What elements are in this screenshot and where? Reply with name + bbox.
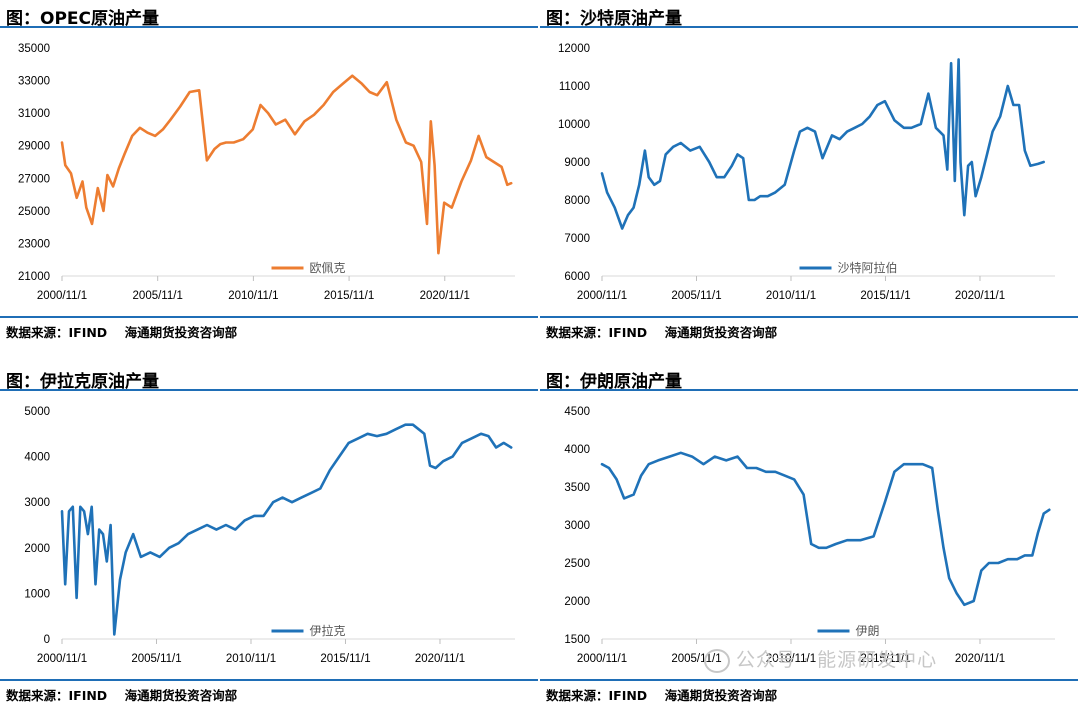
line-chart-opec: 21000 23000 25000 27000 29000 31000 33000 35000…: [18, 43, 515, 302]
y-tick-label: 21000: [18, 271, 50, 283]
wechat-icon: [704, 648, 730, 673]
y-tick-label: 9000: [564, 157, 590, 169]
y-tick-label: 29000: [18, 141, 50, 153]
x-tick-label: 2005/11/1: [671, 290, 721, 302]
y-tick-label: 2500: [564, 558, 590, 570]
x-tick-label: 2010/11/1: [766, 653, 816, 665]
chart-title: 图：伊朗原油产量: [546, 372, 682, 392]
y-tick-label: 33000: [18, 76, 50, 88]
watermark: 公众号 · 能源研发中心: [704, 645, 937, 673]
y-tick-label: 2000: [564, 596, 590, 608]
y-tick-label: 23000: [18, 238, 50, 250]
x-tick-label: 2000/11/1: [37, 290, 87, 302]
watermark-text: 公众号 · 能源研发中心: [736, 649, 938, 671]
y-tick-label: 7000: [564, 233, 590, 245]
source-divider: [0, 679, 538, 681]
y-tick-label: 3000: [564, 520, 590, 532]
x-tick-label: 2000/11/1: [577, 653, 627, 665]
x-tick-label: 2000/11/1: [577, 290, 627, 302]
x-tick-label: 2015/11/1: [324, 290, 374, 302]
y-tick-label: 27000: [18, 173, 50, 185]
y-tick-label: 2000: [24, 543, 50, 555]
legend-label: 欧佩克: [310, 261, 346, 275]
y-tick-label: 4500: [564, 406, 590, 418]
source-divider: [540, 679, 1078, 681]
x-tick-label: 2020/11/1: [955, 290, 1005, 302]
x-tick-label: 2005/11/1: [131, 653, 181, 665]
x-tick-label: 2015/11/1: [860, 653, 910, 665]
y-tick-label: 6000: [564, 271, 590, 283]
chart-title: 图：伊拉克原油产量: [6, 372, 159, 392]
data-source: 数据来源：IFIND 海通期货投资咨询部: [546, 688, 778, 703]
y-tick-label: 3500: [564, 482, 590, 494]
legend-label: 伊拉克: [310, 623, 346, 638]
y-tick-label: 3000: [24, 497, 50, 509]
y-tick-label: 0: [44, 634, 50, 646]
chart-title: 图：OPEC原油产量: [6, 9, 159, 29]
x-tick-label: 2005/11/1: [133, 290, 183, 302]
line-chart-saudi: 6000 7000 8000 9000 10000 11000 12000 2000/11/1…: [558, 43, 1055, 302]
chart-panel-opec: 图：OPEC原油产量 21000 23000 25000 27000 29000 3100…: [0, 0, 540, 353]
y-tick-label: 25000: [18, 206, 50, 218]
y-tick-label: 31000: [18, 108, 50, 120]
x-tick-label: 2010/11/1: [766, 290, 816, 302]
line-chart-iraq: 0 1000 2000 3000 4000 5000 2000/11/1 2005/11/1 2…: [24, 406, 515, 665]
legend-label: 沙特阿拉伯: [838, 260, 898, 275]
series-line: [60, 74, 513, 255]
x-tick-label: 2015/11/1: [860, 290, 910, 302]
data-source: 数据来源：IFIND 海通期货投资咨询部: [546, 325, 778, 340]
series-line: [60, 423, 513, 636]
data-source: 数据来源：IFIND 海通期货投资咨询部: [6, 325, 238, 340]
title-divider: [540, 389, 1078, 391]
y-tick-label: 4000: [564, 444, 590, 456]
title-divider: [0, 389, 538, 391]
x-tick-label: 2020/11/1: [420, 290, 470, 302]
chart-panel-iraq: 图：伊拉克原油产量 0 1000 2000 3000 4000 5000 2000/11/1…: [0, 363, 540, 716]
chart-title: 图：沙特原油产量: [546, 9, 682, 29]
y-tick-label: 12000: [558, 43, 590, 55]
data-source: 数据来源：IFIND 海通期货投资咨询部: [6, 688, 238, 703]
y-tick-label: 8000: [564, 195, 590, 207]
y-tick-label: 35000: [18, 43, 50, 55]
x-tick-label: 2010/11/1: [226, 653, 276, 665]
y-tick-label: 5000: [24, 406, 50, 418]
x-tick-label: 2015/11/1: [320, 653, 370, 665]
series-line: [600, 58, 1045, 230]
title-divider: [0, 26, 538, 28]
title-divider: [540, 26, 1078, 28]
y-tick-label: 4000: [24, 452, 50, 464]
x-tick-label: 2010/11/1: [228, 290, 278, 302]
series-line: [600, 451, 1051, 607]
y-tick-label: 10000: [558, 119, 590, 131]
y-tick-label: 1500: [564, 634, 590, 646]
x-tick-label: 2000/11/1: [37, 653, 87, 665]
y-tick-label: 11000: [559, 81, 590, 93]
y-tick-label: 1000: [24, 588, 50, 600]
source-divider: [540, 316, 1078, 318]
x-tick-label: 2020/11/1: [955, 653, 1005, 665]
legend-label: 伊朗: [856, 624, 880, 638]
x-tick-label: 2020/11/1: [415, 653, 465, 665]
source-divider: [0, 316, 538, 318]
chart-panel-saudi: 图：沙特原油产量 6000 7000 8000 9000 10000 11000 12000…: [540, 0, 1080, 353]
